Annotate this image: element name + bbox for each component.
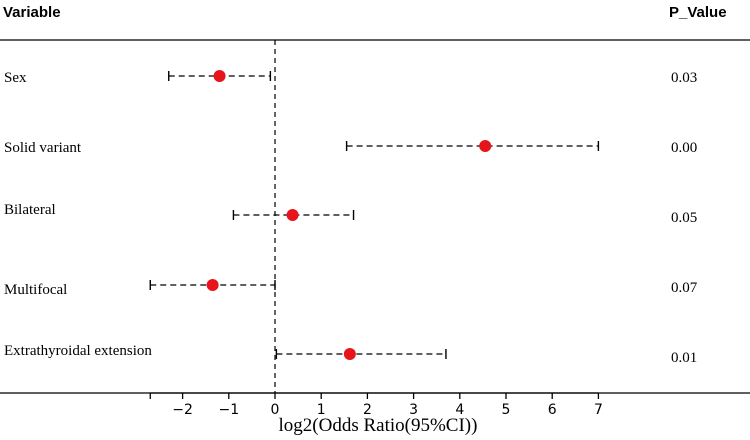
x-tick-label: 6 [548, 402, 557, 418]
p-value: 0.07 [671, 280, 698, 296]
p-value: 0.01 [671, 350, 697, 366]
x-tick-label: 4 [455, 402, 464, 418]
rows-group: Sex 0.03 Solid variant 0.00 Bilateral 0.05 Mul… [4, 40, 698, 393]
row-label: Solid variant [4, 140, 82, 156]
x-axis: −2 −1 0 1 2 3 4 5 6 7 [149, 392, 603, 418]
estimate-point [206, 279, 219, 291]
x-axis-label: log2(Odds Ratio(95%CI)) [279, 415, 478, 436]
row-label: Extrathyroidal extension [4, 343, 152, 359]
p-value: 0.00 [671, 140, 697, 156]
estimate-point [479, 140, 492, 152]
header-p-value: P_Value [669, 4, 727, 21]
x-tick-label: −1 [218, 402, 239, 418]
x-tick-label: 5 [502, 402, 511, 418]
p-value: 0.03 [671, 70, 697, 86]
x-tick-label: 0 [271, 402, 280, 418]
estimate-point [213, 70, 226, 82]
x-tick-label: 3 [409, 402, 418, 418]
p-value: 0.05 [671, 210, 697, 226]
estimate-point [286, 209, 299, 221]
x-tick-label: 7 [594, 402, 603, 418]
x-tick-label: −2 [172, 402, 193, 418]
x-tick-label: 1 [317, 402, 326, 418]
row-label: Multifocal [4, 282, 67, 298]
row-label: Bilateral [4, 202, 56, 218]
x-tick-label: 2 [363, 402, 372, 418]
estimate-point [343, 348, 356, 360]
header-variable: Variable [3, 4, 61, 21]
row-label: Sex [4, 70, 27, 86]
